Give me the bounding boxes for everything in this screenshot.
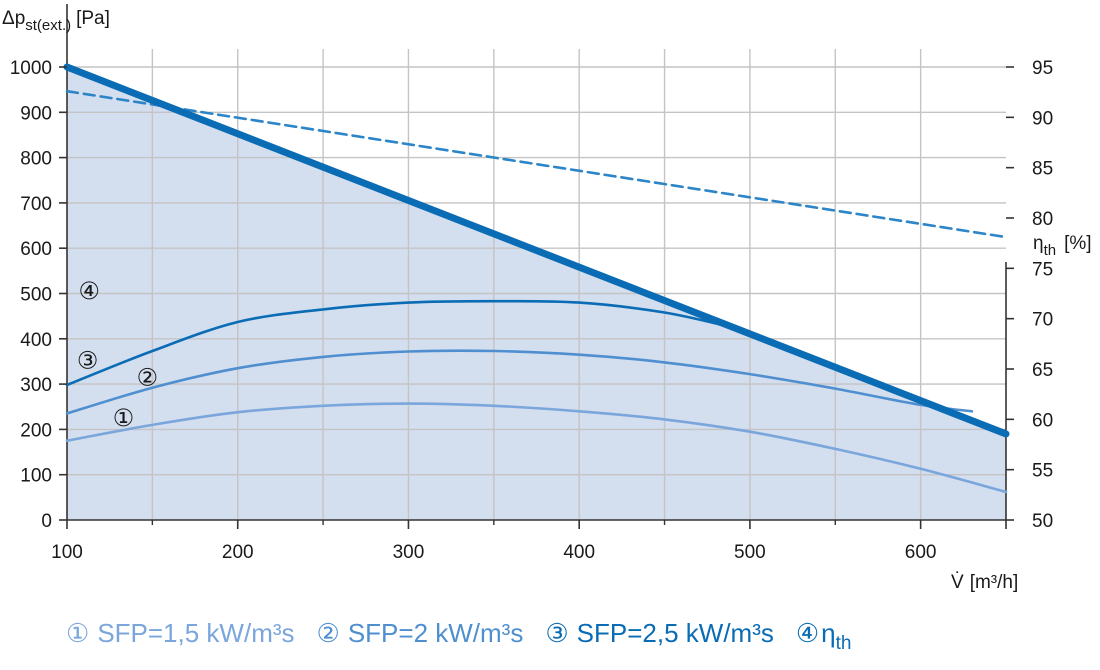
legend: ① SFP=1,5 kW/m³s ② SFP=2 kW/m³s ③ SFP=2,… bbox=[66, 618, 874, 654]
curve-label-3: ③ bbox=[77, 347, 99, 375]
y-right-tick-label: 65 bbox=[1032, 360, 1053, 381]
x-tick-label: 300 bbox=[393, 542, 425, 563]
legend-label-4: η bbox=[821, 618, 836, 648]
legend-label-4-sub: th bbox=[835, 633, 852, 654]
y-left-unit: [Pa] bbox=[76, 8, 110, 29]
y-right-tick-label: 55 bbox=[1032, 461, 1053, 482]
legend-item-sfp-1-5: ① SFP=1,5 kW/m³s bbox=[66, 618, 295, 649]
y-left-tick-label: 0 bbox=[41, 511, 52, 532]
y-left-tick-label: 500 bbox=[20, 285, 52, 306]
y-right-tick-label: 50 bbox=[1032, 511, 1053, 532]
legend-marker-2: ② bbox=[316, 618, 340, 648]
legend-marker-3: ③ bbox=[545, 618, 569, 648]
y-right-tick-label: 60 bbox=[1032, 410, 1053, 431]
y-right-tick-label: 95 bbox=[1032, 58, 1053, 79]
y-right-symbol: η bbox=[1033, 233, 1044, 254]
series-line-3 bbox=[65, 299, 735, 387]
legend-marker-1: ① bbox=[66, 618, 90, 648]
legend-label-1: SFP=1,5 kW/m³s bbox=[97, 618, 295, 648]
y-axis-left-title: Δpst(ext.) [Pa] bbox=[2, 8, 110, 34]
y-left-tick-label: 900 bbox=[20, 103, 52, 124]
legend-label-2: SFP=2 kW/m³s bbox=[347, 618, 524, 648]
series-line-1 bbox=[65, 402, 1008, 494]
curve-label-1: ① bbox=[113, 404, 135, 432]
x-tick-label: 400 bbox=[563, 542, 595, 563]
curve-label-2: ② bbox=[136, 363, 158, 391]
x-axis-title: V̇ [m³/h] bbox=[951, 572, 1018, 593]
legend-marker-4: ④ bbox=[795, 618, 820, 648]
y-left-tick-label: 400 bbox=[20, 330, 52, 351]
x-tick-label: 100 bbox=[51, 542, 83, 563]
y-left-tick-label: 300 bbox=[20, 375, 52, 396]
y-left-tick-label: 200 bbox=[20, 420, 52, 441]
y-left-tick-label: 100 bbox=[20, 466, 52, 487]
y-axis-right-title: ηth [%] bbox=[1033, 233, 1092, 259]
y-right-tick-label: 80 bbox=[1032, 209, 1053, 230]
y-left-tick-label: 700 bbox=[20, 194, 52, 215]
y-right-sub: th bbox=[1044, 242, 1057, 259]
y-left-symbol: Δp bbox=[2, 8, 25, 29]
legend-item-eta: ④ η th bbox=[795, 618, 852, 654]
y-left-tick-label: 600 bbox=[20, 239, 52, 260]
legend-item-sfp-2-5: ③ SFP=2,5 kW/m³s bbox=[545, 618, 774, 649]
operating-limit-line bbox=[63, 63, 1010, 438]
x-symbol: V̇ bbox=[951, 572, 964, 593]
y-right-tick-label: 85 bbox=[1032, 159, 1053, 180]
y-right-tick-label: 70 bbox=[1032, 310, 1053, 331]
y-left-tick-label: 1000 bbox=[10, 58, 52, 79]
x-unit: [m³/h] bbox=[970, 572, 1019, 593]
y-right-tick-label: 75 bbox=[1032, 259, 1053, 280]
x-tick-label: 600 bbox=[905, 542, 937, 563]
legend-item-sfp-2: ② SFP=2 kW/m³s bbox=[317, 618, 524, 649]
y-right-tick-label: 90 bbox=[1032, 108, 1053, 129]
y-left-sub: st(ext.) bbox=[25, 17, 71, 34]
x-tick-label: 500 bbox=[734, 542, 766, 563]
curve-label-4: ④ bbox=[78, 277, 100, 305]
y-left-tick-label: 800 bbox=[20, 149, 52, 170]
y-right-unit: [%] bbox=[1064, 233, 1091, 254]
series-line-2 bbox=[65, 349, 974, 415]
x-tick-label: 200 bbox=[222, 542, 254, 563]
legend-label-3: SFP=2,5 kW/m³s bbox=[576, 618, 774, 648]
